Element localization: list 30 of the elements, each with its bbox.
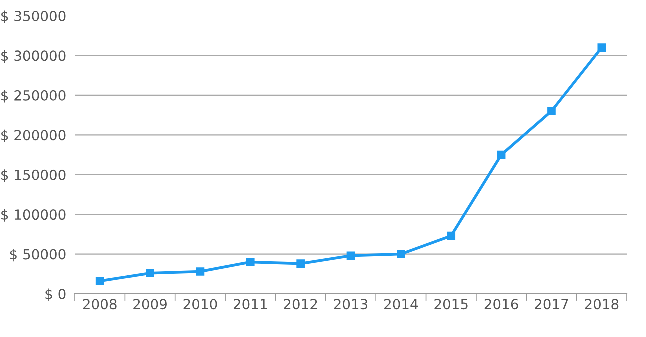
point bbox=[497, 150, 506, 160]
point bbox=[346, 252, 356, 260]
x-tick-label: 2018 bbox=[585, 299, 619, 310]
point bbox=[548, 107, 556, 116]
y-tick-label: $ 200000 bbox=[2, 130, 66, 142]
x-tick-label: 2013 bbox=[334, 299, 368, 310]
y-tick-label: $ 0 bbox=[46, 288, 66, 302]
y-tick-label: $ 50000 bbox=[10, 249, 66, 262]
point bbox=[447, 232, 456, 240]
y-tick-label: $ 100000 bbox=[2, 209, 66, 222]
point bbox=[598, 44, 606, 52]
point bbox=[246, 258, 255, 266]
y-tick-label: $ 300000 bbox=[2, 50, 66, 64]
y-tick-label: $ 250000 bbox=[2, 90, 66, 103]
point bbox=[96, 277, 104, 286]
y-tick-label: $ 150000 bbox=[2, 170, 66, 182]
x-tick-label: 2014 bbox=[384, 299, 418, 310]
point bbox=[146, 269, 154, 278]
x-tick-label: 2017 bbox=[535, 299, 568, 310]
x-tick-label: 2008 bbox=[83, 299, 117, 310]
x-tick-label: 2012 bbox=[284, 299, 318, 310]
x-tick-label: 2009 bbox=[134, 299, 167, 310]
x-tick-label: 2015 bbox=[434, 299, 468, 310]
point bbox=[397, 250, 406, 258]
point bbox=[296, 260, 305, 268]
x-tick-label: 2010 bbox=[184, 299, 218, 310]
y-tick-label: $ 350000 bbox=[2, 10, 66, 24]
x-tick-label: 2011 bbox=[234, 299, 268, 310]
x-tick-label: 2016 bbox=[484, 299, 518, 310]
point bbox=[196, 268, 205, 276]
